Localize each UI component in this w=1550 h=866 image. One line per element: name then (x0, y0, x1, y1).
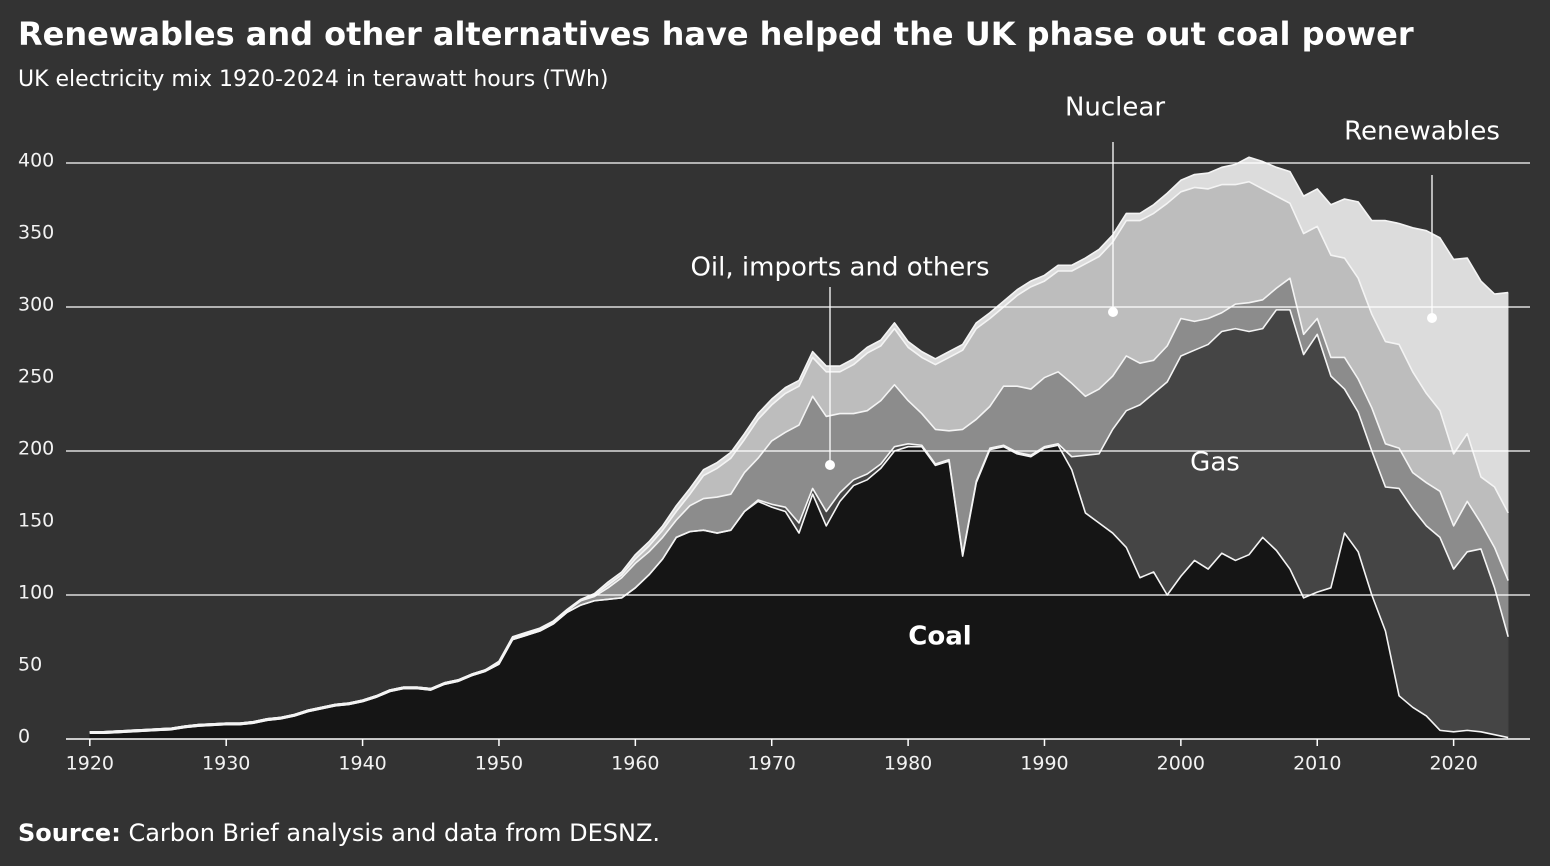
label-dot (825, 460, 835, 470)
x-tick-label: 1920 (66, 753, 114, 775)
grid (66, 162, 1530, 596)
y-tick-label: 400 (18, 150, 54, 172)
x-tick-label: 1960 (611, 753, 659, 775)
x-tick-label: 1970 (748, 753, 796, 775)
source-label: Source: (18, 819, 121, 847)
y-tick-label: 100 (18, 582, 54, 604)
y-tick-label: 200 (18, 438, 54, 460)
x-tick-label: 1930 (202, 753, 250, 775)
y-tick-label: 350 (18, 222, 54, 244)
y-tick-label: 0 (18, 726, 30, 748)
x-tick-label: 1940 (338, 753, 386, 775)
label-dot (1427, 313, 1437, 323)
chart-subtitle: UK electricity mix 1920-2024 in terawatt… (18, 67, 609, 92)
chart-title: Renewables and other alternatives have h… (18, 15, 1414, 53)
source: Source: Carbon Brief analysis and data f… (18, 819, 660, 847)
series-label: Oil, imports and others (690, 253, 989, 283)
series-label: Nuclear (1065, 93, 1165, 123)
label-dot (1108, 307, 1118, 317)
x-tick-label: 2000 (1157, 753, 1205, 775)
area-edge (89, 309, 1509, 735)
y-tick-label: 250 (18, 366, 54, 388)
source-text: Carbon Brief analysis and data from DESN… (128, 819, 660, 847)
x-tick-label: 2010 (1293, 753, 1341, 775)
series-label: Gas (1190, 448, 1240, 478)
x-tick-label: 1950 (475, 753, 523, 775)
x-tick-label: 1990 (1020, 753, 1068, 775)
area-edge (89, 156, 1509, 733)
x-tick-label: 1980 (884, 753, 932, 775)
axes: 0 50 100 150 200 250 300 350 400 1920 1930 1940 1950… (18, 150, 1530, 775)
y-tick-label: 300 (18, 294, 54, 316)
series-label: Renewables (1344, 117, 1500, 147)
x-tick-label: 2020 (1429, 753, 1477, 775)
y-tick-label: 50 (18, 654, 42, 676)
y-tick-label: 150 (18, 510, 54, 532)
series-label: Coal (908, 622, 971, 652)
plot-areas (89, 156, 1509, 740)
